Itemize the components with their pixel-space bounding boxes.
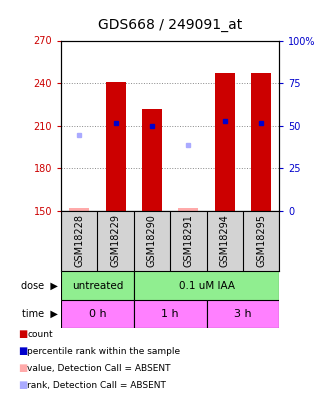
Text: time  ▶: time ▶ — [22, 309, 58, 319]
Bar — [178, 208, 198, 211]
Text: ■: ■ — [18, 346, 27, 356]
Text: GSM18294: GSM18294 — [220, 215, 230, 267]
Bar — [61, 300, 134, 328]
Text: GDS668 / 249091_at: GDS668 / 249091_at — [98, 18, 242, 32]
Bar — [106, 82, 126, 211]
Text: rank, Detection Call = ABSENT: rank, Detection Call = ABSENT — [27, 381, 166, 390]
Text: 0.1 uM IAA: 0.1 uM IAA — [178, 281, 235, 290]
Bar — [134, 271, 279, 300]
Text: dose  ▶: dose ▶ — [21, 281, 58, 290]
Bar — [206, 300, 279, 328]
Text: ■: ■ — [18, 329, 27, 339]
Bar — [134, 300, 206, 328]
Text: GSM18229: GSM18229 — [110, 215, 121, 267]
Text: count: count — [27, 330, 53, 339]
Text: GSM18290: GSM18290 — [147, 215, 157, 267]
Text: percentile rank within the sample: percentile rank within the sample — [27, 347, 180, 356]
Text: GSM18291: GSM18291 — [183, 215, 193, 267]
Text: ■: ■ — [18, 380, 27, 390]
Text: value, Detection Call = ABSENT: value, Detection Call = ABSENT — [27, 364, 171, 373]
Text: ■: ■ — [18, 363, 27, 373]
Bar — [251, 73, 271, 211]
Text: 0 h: 0 h — [89, 309, 106, 319]
Text: 3 h: 3 h — [234, 309, 252, 319]
Text: GSM18295: GSM18295 — [256, 215, 266, 267]
Bar — [69, 208, 89, 211]
Text: untreated: untreated — [72, 281, 123, 290]
Text: 1 h: 1 h — [161, 309, 179, 319]
Bar — [142, 109, 162, 211]
Text: GSM18228: GSM18228 — [74, 215, 84, 267]
Bar — [215, 73, 235, 211]
Bar — [61, 271, 134, 300]
